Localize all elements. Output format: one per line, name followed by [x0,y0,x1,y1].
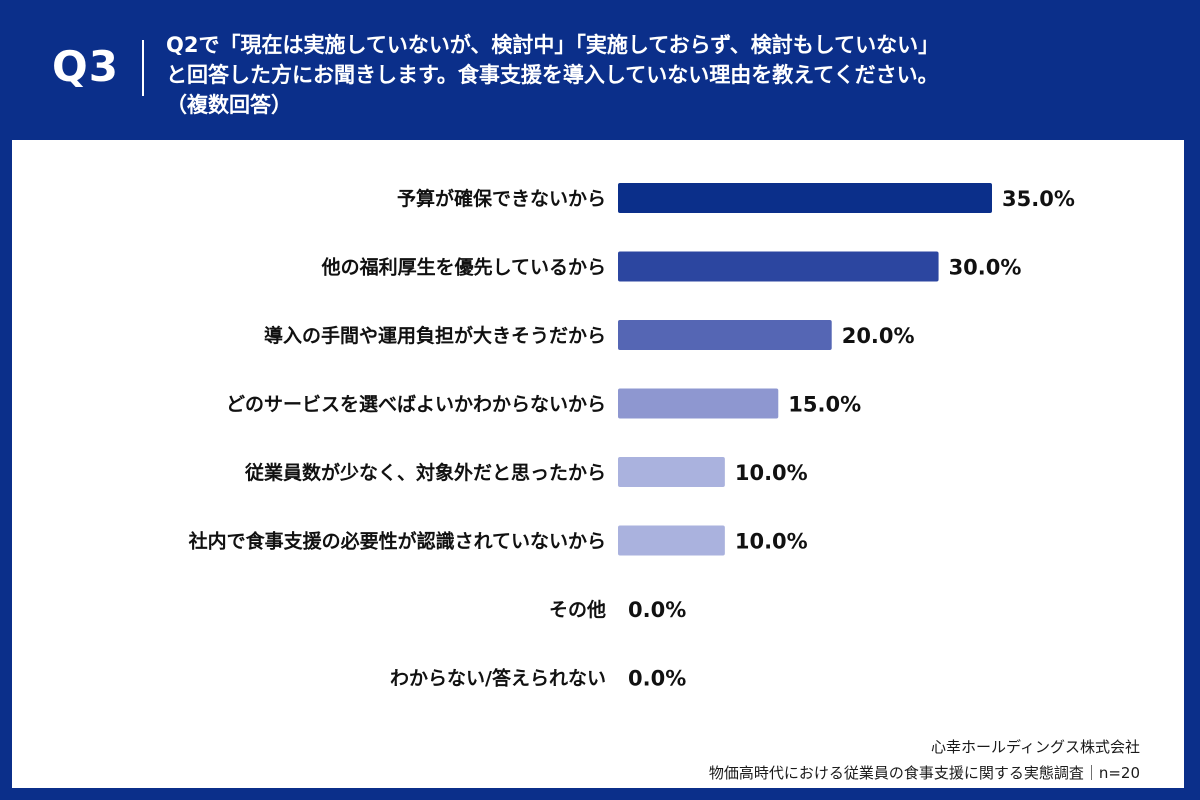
value-label: 0.0% [628,667,686,691]
question-text: Q2で「現在は実施していないが、検討中」「実施しておらず、検討もしていない」 と… [166,30,1166,120]
question-line-1: Q2で「現在は実施していないが、検討中」「実施しておらず、検討もしていない」 [166,33,940,57]
value-label: 10.0% [735,461,808,485]
value-label: 20.0% [842,324,915,348]
category-label: 他の福利厚生を優先しているから [321,256,606,279]
question-line-2: と回答した方にお聞きします。食事支援を導入していない理由を教えてください。 [166,63,939,87]
question-header: Q3 Q2で「現在は実施していないが、検討中」「実施しておらず、検討もしていない… [0,0,1200,140]
category-label: わからない/答えられない [390,667,606,690]
bar [618,183,992,213]
question-line-3: （複数回答） [166,93,292,117]
value-label: 10.0% [735,530,808,554]
category-label: どのサービスを選べばよいかわからないから [226,394,606,416]
bar [618,320,832,350]
category-label: 導入の手間や運用負担が大きそうだから [264,324,606,347]
bar [618,457,725,487]
category-label: 社内で食事支援の必要性が認識されていないから [188,530,606,553]
value-label: 35.0% [1002,187,1075,211]
footer-survey: 物価高時代における従業員の食事支援に関する実態調査｜n=20 [708,764,1140,782]
category-label: その他 [549,598,606,621]
chart-panel: 予算が確保できないから 35.0% 他の福利厚生を優先しているから 30.0% 導入の手… [12,140,1184,788]
category-label: 予算が確保できないから [397,187,606,210]
bar [618,525,725,556]
value-label: 30.0% [949,256,1022,280]
bar-chart: 予算が確保できないから 35.0% 他の福利厚生を優先しているから 30.0% 導入の手… [188,183,1075,691]
value-label: 0.0% [628,598,686,622]
question-number: Q3 [52,42,119,91]
category-label: 従業員数が少なく、対象外だと思ったから [244,461,606,484]
value-label: 15.0% [788,393,861,417]
footer-company: 心幸ホールディングス株式会社 [931,738,1140,756]
header-divider [142,40,144,96]
bar [618,388,779,419]
bar [618,251,939,282]
